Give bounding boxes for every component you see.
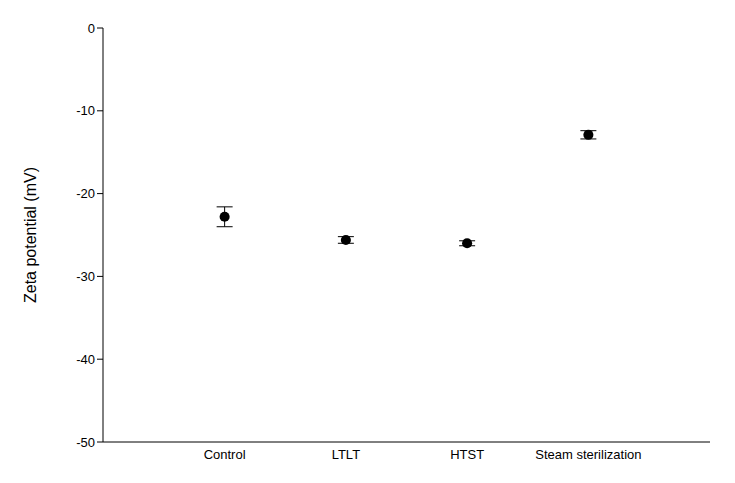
svg-text:-10: -10	[76, 103, 95, 118]
svg-text:-20: -20	[76, 186, 95, 201]
svg-text:HTST: HTST	[450, 447, 484, 462]
svg-text:-50: -50	[76, 435, 95, 450]
svg-text:-30: -30	[76, 269, 95, 284]
svg-text:Steam sterilization: Steam sterilization	[535, 447, 641, 462]
svg-text:LTLT: LTLT	[332, 447, 360, 462]
svg-text:0: 0	[88, 21, 95, 36]
svg-text:Control: Control	[204, 447, 246, 462]
svg-text:-40: -40	[76, 352, 95, 367]
svg-text:Zeta potential (mV): Zeta potential (mV)	[22, 167, 39, 303]
